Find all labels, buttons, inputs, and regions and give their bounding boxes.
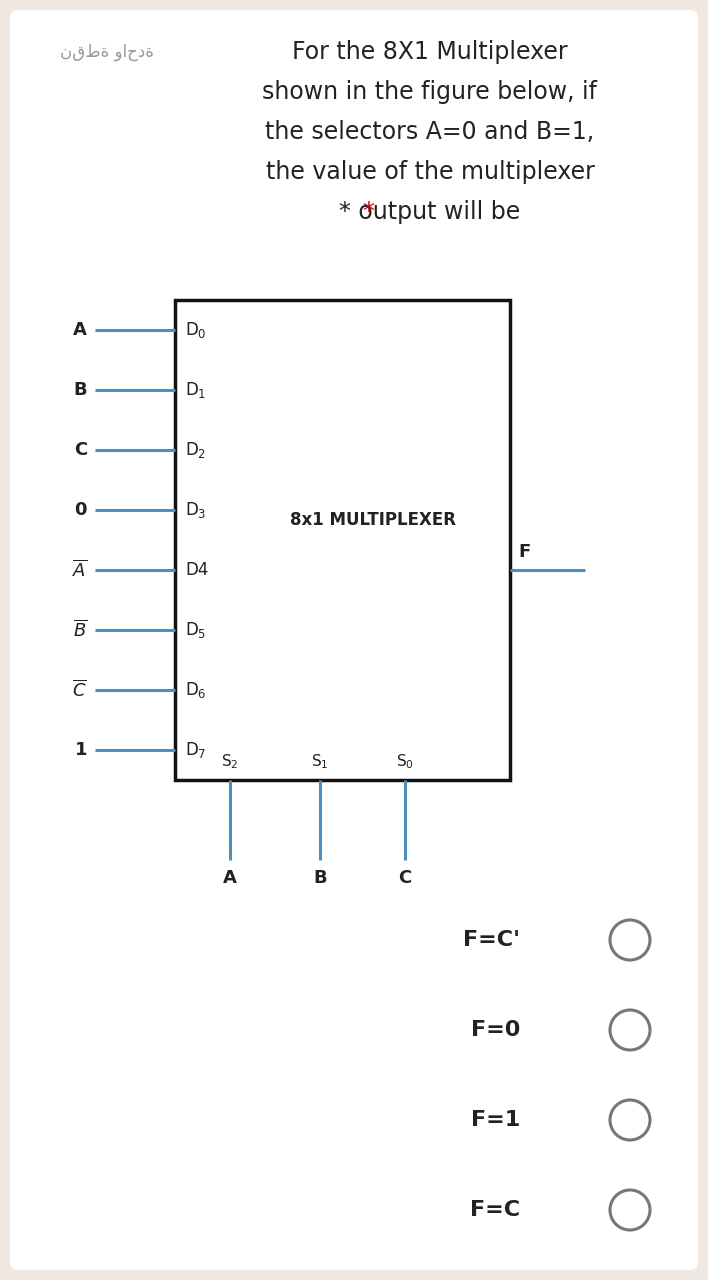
Text: F=C: F=C [470,1201,520,1220]
Text: shown in the figure below, if: shown in the figure below, if [263,79,598,104]
Text: D$_3$: D$_3$ [185,500,207,520]
Text: 1: 1 [74,741,87,759]
Text: A: A [73,321,87,339]
Text: C: C [74,442,87,460]
Bar [175,300,510,780]
Text: the value of the multiplexer: the value of the multiplexer [266,160,595,184]
Text: D$_7$: D$_7$ [185,740,207,760]
Text: the selectors A=0 and B=1,: the selectors A=0 and B=1, [266,120,595,143]
Text: For the 8X1 Multiplexer: For the 8X1 Multiplexer [292,40,568,64]
Text: $\overline{C}$: $\overline{C}$ [72,680,87,700]
Text: D4: D4 [185,561,208,579]
Text: D$_2$: D$_2$ [185,440,206,460]
Text: $\overline{B}$: $\overline{B}$ [73,620,87,640]
Text: * output will be: * output will be [339,200,520,224]
Circle shape [610,1100,650,1140]
Text: D$_0$: D$_0$ [185,320,207,340]
Circle shape [610,1010,650,1050]
Text: F=C': F=C' [463,931,520,950]
Text: F=1: F=1 [471,1110,520,1130]
Text: S$_0$: S$_0$ [396,753,414,772]
Text: B: B [313,869,327,887]
Text: S$_2$: S$_2$ [221,753,239,772]
Text: *: * [362,200,374,224]
Text: D$_6$: D$_6$ [185,680,207,700]
Text: A: A [223,869,237,887]
Circle shape [610,920,650,960]
Text: S$_1$: S$_1$ [312,753,329,772]
Text: D$_5$: D$_5$ [185,620,206,640]
FancyBboxPatch shape [10,10,698,1270]
Text: D$_1$: D$_1$ [185,380,206,399]
Text: 0: 0 [74,500,87,518]
Text: F: F [518,543,530,561]
Circle shape [610,1190,650,1230]
Text: 8x1 MULTIPLEXER: 8x1 MULTIPLEXER [290,511,455,529]
Text: C: C [399,869,411,887]
Text: F=0: F=0 [471,1020,520,1039]
Text: B: B [74,381,87,399]
Text: نقطة واحدة: نقطة واحدة [60,44,154,61]
Text: $\overline{A}$: $\overline{A}$ [72,559,87,580]
